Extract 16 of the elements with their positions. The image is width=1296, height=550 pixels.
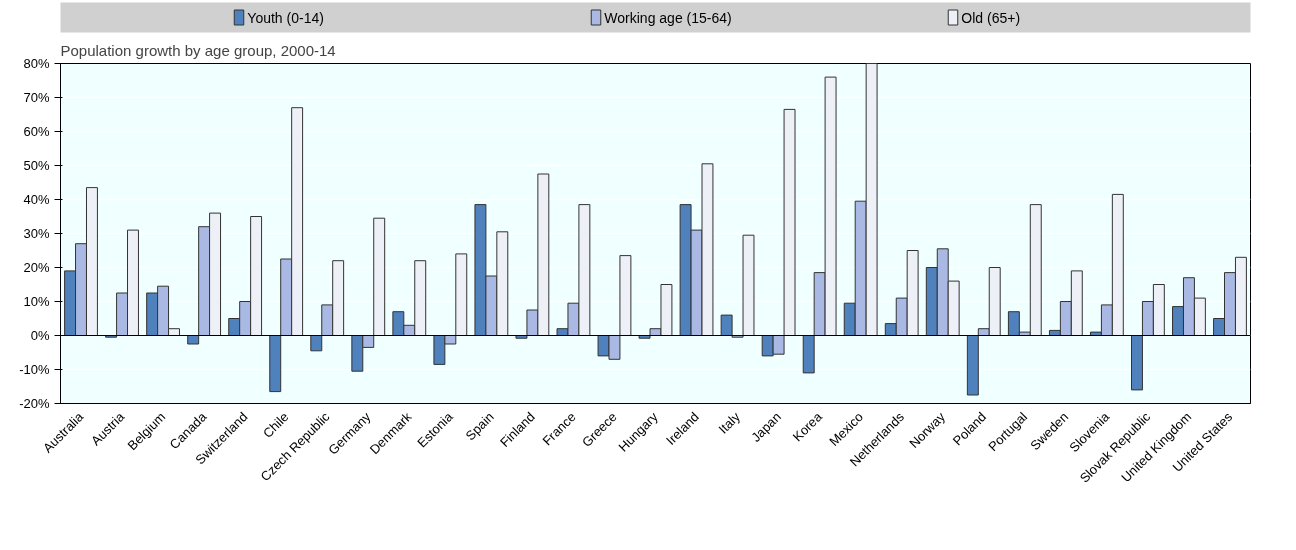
legend-label: Old (65+) xyxy=(961,9,1021,26)
y-tick-label: 60% xyxy=(23,124,50,139)
y-tick-label: 40% xyxy=(23,192,50,207)
x-tick-label: Italy xyxy=(715,408,744,437)
y-tick-label: 50% xyxy=(23,158,50,173)
y-tick-label: 0% xyxy=(30,328,50,343)
y-tick-label: 80% xyxy=(23,56,50,71)
legend-label: Working age (15-64) xyxy=(604,9,732,26)
y-tick-label: -20% xyxy=(19,396,50,411)
y-tick-label: -10% xyxy=(19,362,50,377)
y-tick-label: 10% xyxy=(23,294,50,309)
y-tick-label: 20% xyxy=(23,260,50,275)
legend-label: Youth (0-14) xyxy=(247,9,324,26)
y-tick-label: 30% xyxy=(23,226,50,241)
chart-title: Population growth by age group, 2000-14 xyxy=(60,41,336,59)
y-tick-label: 70% xyxy=(23,90,50,105)
